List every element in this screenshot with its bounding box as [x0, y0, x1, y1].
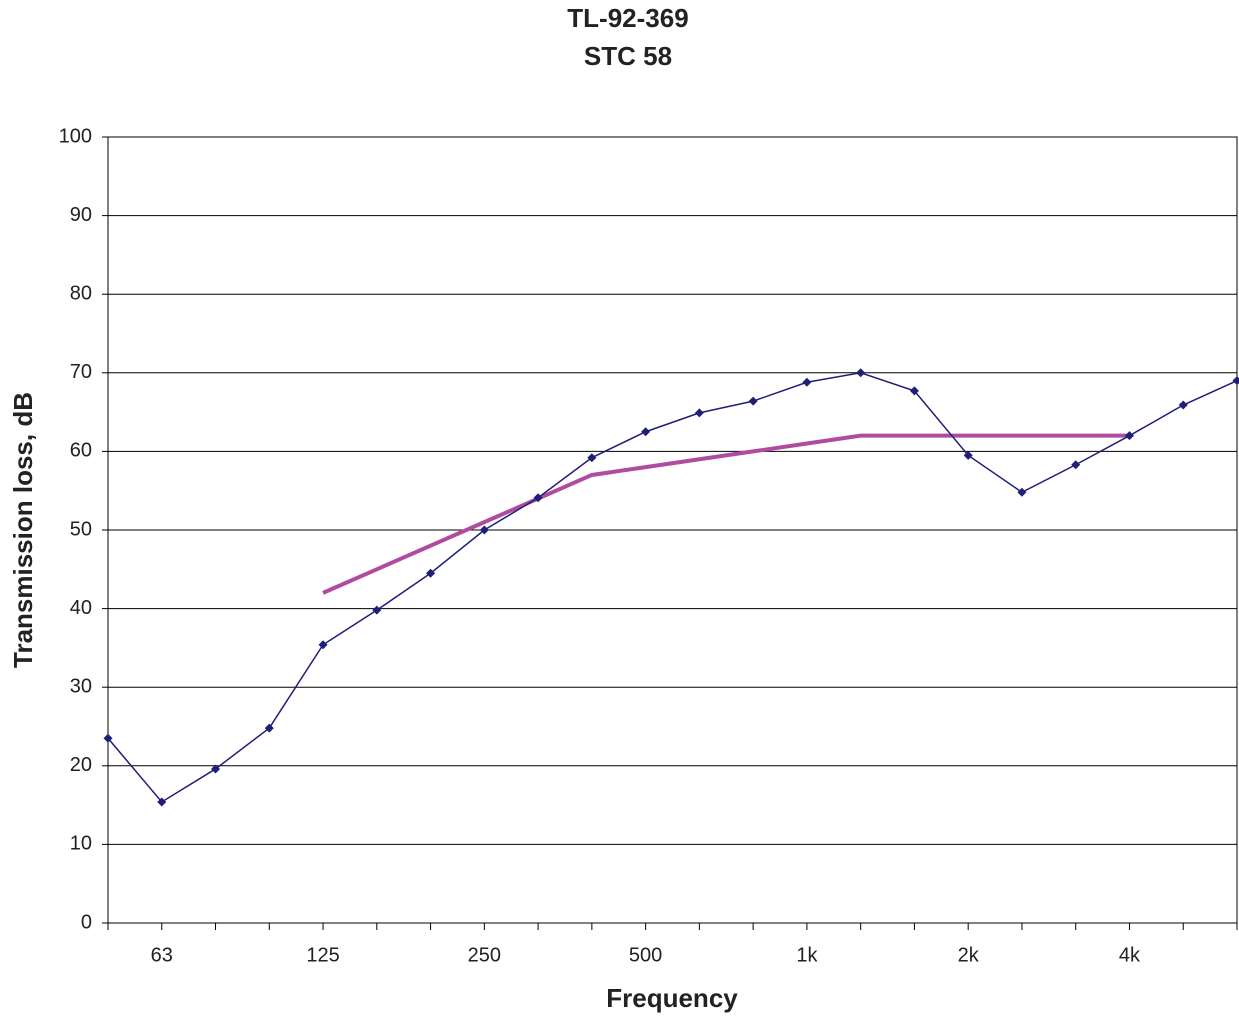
y-tick-label: 100	[59, 125, 92, 147]
data-point	[1124, 431, 1134, 441]
data-point	[1071, 460, 1081, 470]
y-tick-label: 90	[70, 204, 92, 226]
data-point	[1232, 376, 1239, 386]
x-tick-label: 125	[306, 944, 339, 966]
data-point	[641, 427, 651, 437]
y-tick-label: 80	[70, 282, 92, 304]
data-point	[856, 368, 866, 378]
x-tick-label: 63	[151, 944, 173, 966]
data-point	[1178, 400, 1188, 410]
data-point	[264, 723, 274, 733]
data-point	[909, 386, 919, 396]
data-point	[426, 568, 436, 578]
y-tick-label: 0	[81, 911, 92, 933]
y-tick-label: 10	[70, 833, 92, 855]
x-tick-label: 4k	[1119, 944, 1141, 966]
chart-title: TL-92-369	[567, 3, 688, 33]
data-point	[372, 605, 382, 615]
data-point	[694, 408, 704, 418]
data-point	[533, 493, 543, 503]
y-tick-label: 20	[70, 754, 92, 776]
series-line	[107, 372, 1238, 803]
data-point	[479, 525, 489, 535]
data-point	[748, 396, 758, 406]
x-tick-label: 2k	[958, 944, 980, 966]
plot-frame	[107, 136, 1238, 924]
data-point	[963, 450, 973, 460]
x-tick-label: 250	[468, 944, 501, 966]
data-point	[802, 377, 812, 387]
y-tick-label: 40	[70, 597, 92, 619]
y-axis-title: Transmission loss, dB	[8, 392, 38, 668]
chart-subtitle: STC 58	[584, 41, 672, 71]
data-point	[157, 797, 167, 807]
series-line	[322, 433, 1130, 595]
data-point	[1017, 487, 1027, 497]
y-tick-label: 70	[70, 361, 92, 383]
data-point	[318, 640, 328, 650]
y-tick-label: 50	[70, 518, 92, 540]
x-axis-title: Frequency	[606, 983, 738, 1013]
x-tick-label: 1k	[796, 944, 818, 966]
y-tick-label: 60	[70, 440, 92, 462]
data-point	[211, 764, 221, 774]
data-point	[587, 453, 597, 463]
data-point	[103, 733, 113, 743]
x-tick-label: 500	[629, 944, 662, 966]
y-tick-label: 30	[70, 675, 92, 697]
